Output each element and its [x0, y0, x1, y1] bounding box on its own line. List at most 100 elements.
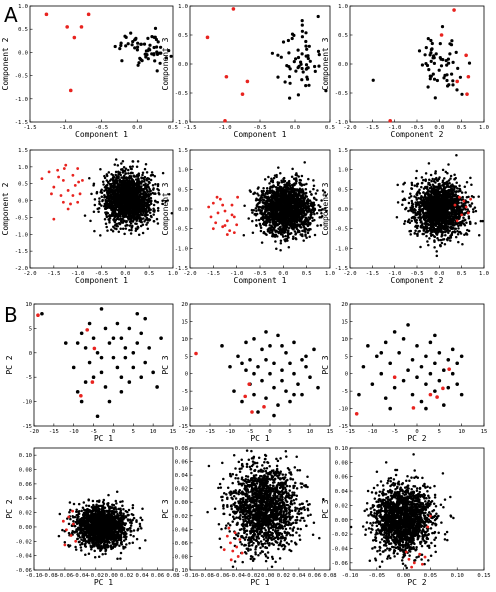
data-point — [414, 229, 417, 233]
data-point — [125, 223, 128, 227]
data-point — [451, 83, 455, 87]
data-point — [432, 77, 437, 81]
data-point — [295, 224, 298, 227]
highlighted-point — [245, 79, 250, 84]
data-point — [274, 233, 278, 237]
y-axis-label: Component 3 — [161, 37, 170, 90]
data-point — [286, 38, 290, 43]
data-point — [93, 229, 96, 233]
data-point — [142, 42, 147, 46]
y-tick-label: -0.5 — [15, 215, 28, 221]
data-point — [153, 199, 157, 203]
data-point — [294, 233, 297, 236]
data-point — [447, 83, 451, 87]
data-point — [149, 196, 153, 200]
data-point — [128, 224, 132, 227]
data-point — [295, 195, 299, 198]
data-point — [312, 211, 315, 214]
data-point — [265, 196, 268, 200]
data-point — [141, 171, 145, 175]
highlighted-point — [69, 202, 72, 206]
data-point — [123, 209, 126, 212]
data-point — [287, 214, 291, 218]
data-point — [152, 53, 156, 57]
data-point — [289, 191, 293, 194]
data-point — [292, 192, 296, 196]
data-point — [251, 219, 254, 223]
data-point — [140, 203, 143, 206]
data-point — [315, 212, 319, 215]
data-point — [123, 214, 126, 217]
y-tick-label: 1.5 — [18, 148, 28, 154]
data-point — [316, 189, 319, 192]
data-point — [124, 172, 127, 176]
data-point — [428, 77, 432, 81]
data-point — [268, 202, 271, 206]
data-point — [251, 211, 254, 214]
data-point — [427, 243, 430, 247]
data-point — [280, 193, 284, 196]
data-point — [443, 242, 447, 246]
data-point — [302, 239, 305, 242]
x-tick-label: 0.0 — [290, 125, 300, 131]
x-tick-label: 0.5 — [457, 125, 467, 131]
data-point — [312, 187, 315, 191]
data-point — [137, 233, 141, 237]
data-point — [106, 229, 109, 232]
data-point — [449, 174, 453, 178]
data-point — [118, 203, 121, 206]
data-point — [152, 219, 156, 223]
data-point — [131, 220, 135, 223]
data-point — [304, 233, 307, 236]
data-point — [131, 160, 135, 163]
data-point — [272, 226, 276, 230]
data-point — [415, 169, 418, 173]
data-point — [304, 39, 308, 44]
data-point — [451, 79, 455, 83]
data-point — [156, 222, 160, 225]
data-point — [305, 227, 308, 231]
data-point — [277, 166, 280, 169]
data-point — [300, 221, 304, 225]
data-point — [147, 185, 150, 189]
data-point — [429, 173, 433, 177]
data-point — [258, 197, 262, 201]
data-point — [439, 64, 444, 68]
data-point — [292, 33, 296, 38]
highlighted-point — [205, 35, 210, 40]
data-point — [109, 182, 113, 186]
x-tick-label: 0.5 — [325, 125, 335, 131]
data-point — [143, 175, 147, 179]
data-point — [278, 197, 282, 201]
data-point — [100, 191, 104, 195]
data-point — [305, 47, 309, 51]
data-point — [437, 68, 441, 72]
data-point — [155, 52, 160, 57]
data-point — [155, 50, 159, 54]
data-point — [286, 197, 289, 200]
data-point — [92, 182, 96, 186]
data-point — [145, 178, 149, 182]
highlighted-point — [72, 35, 77, 40]
data-point — [286, 208, 289, 211]
highlighted-point — [61, 200, 65, 204]
data-point — [127, 199, 130, 202]
x-tick-label: -0.5 — [95, 125, 108, 131]
data-point — [458, 75, 462, 79]
data-point — [301, 194, 304, 198]
highlighted-point — [465, 92, 469, 96]
data-point — [313, 69, 317, 73]
data-point — [107, 171, 111, 174]
data-point — [296, 55, 301, 60]
data-point — [277, 190, 280, 193]
data-point — [413, 184, 417, 187]
data-point — [301, 234, 304, 238]
data-point — [138, 185, 141, 188]
x-tick-label: -1.0 — [71, 271, 84, 277]
data-point — [441, 58, 445, 62]
data-point — [270, 225, 274, 228]
data-point — [135, 48, 139, 52]
data-point — [154, 37, 158, 42]
data-point — [313, 218, 316, 222]
data-point — [435, 78, 439, 83]
